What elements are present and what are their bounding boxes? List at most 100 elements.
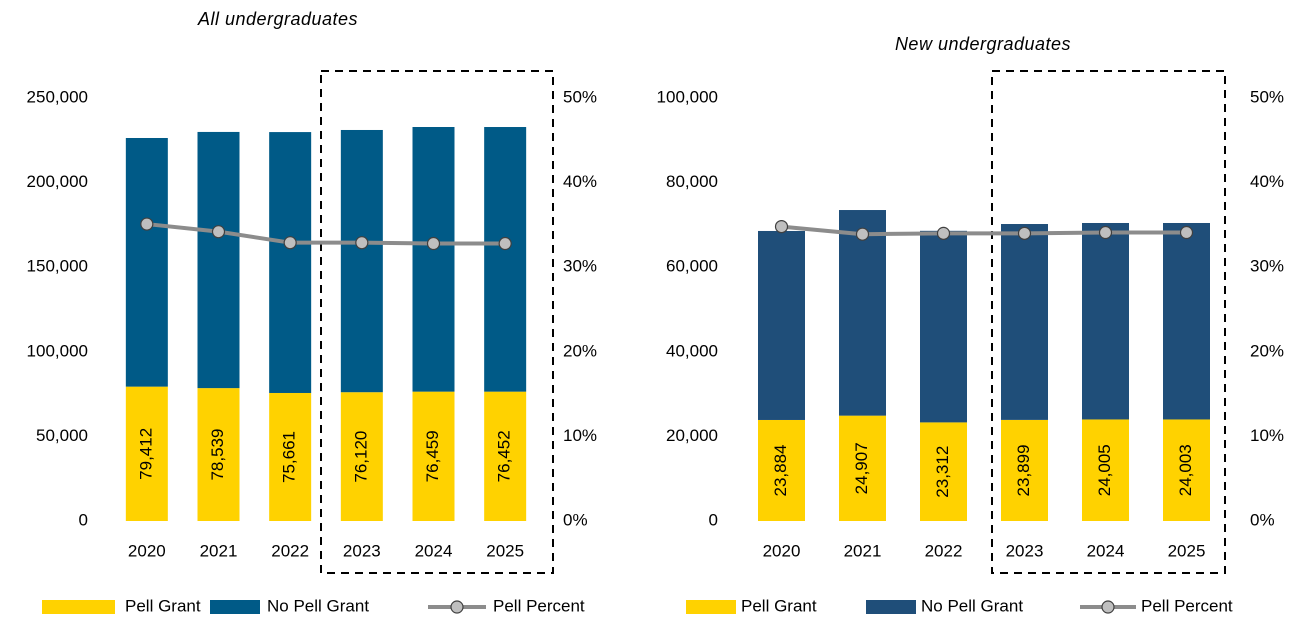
y2-tick-label: 40% bbox=[563, 172, 597, 191]
y-tick-label: 60,000 bbox=[666, 257, 718, 276]
legend-swatch bbox=[210, 600, 260, 614]
bar-segment bbox=[1082, 419, 1129, 521]
legend-swatch bbox=[866, 600, 916, 614]
bar-segment bbox=[340, 392, 383, 521]
x-tick-label: 2021 bbox=[844, 541, 882, 560]
line-marker bbox=[1179, 225, 1194, 240]
y-tick-label: 100,000 bbox=[27, 341, 88, 360]
legend-marker bbox=[1101, 600, 1115, 614]
forecast-box bbox=[991, 70, 1226, 574]
line-marker bbox=[498, 236, 512, 251]
y-tick-label: 80,000 bbox=[666, 172, 718, 191]
line-marker bbox=[1017, 226, 1032, 240]
data-label: 24,907 bbox=[852, 442, 871, 494]
x-tick-label: 2022 bbox=[271, 541, 309, 560]
bar-segment bbox=[1082, 222, 1129, 420]
legend-label: Pell Percent bbox=[493, 596, 585, 615]
y2-tick-label: 10% bbox=[1250, 426, 1284, 445]
bar-segment bbox=[1001, 224, 1048, 420]
data-label: 76,120 bbox=[351, 431, 370, 483]
bar-segment bbox=[269, 132, 312, 393]
line bbox=[146, 222, 506, 246]
bar-segment bbox=[839, 415, 886, 521]
data-label: 23,312 bbox=[933, 446, 952, 498]
line bbox=[781, 224, 1187, 237]
y-tick-label: 150,000 bbox=[27, 257, 88, 276]
bar-segment bbox=[1163, 222, 1210, 420]
data-label: 23,884 bbox=[771, 444, 790, 496]
data-label: 76,459 bbox=[423, 430, 442, 482]
legend-swatch bbox=[686, 600, 736, 614]
legend-swatch bbox=[42, 600, 115, 614]
line-marker bbox=[855, 227, 870, 241]
line-marker bbox=[355, 236, 369, 250]
bar-segment bbox=[920, 422, 967, 521]
bar-segment bbox=[340, 129, 383, 393]
line-marker bbox=[774, 219, 789, 234]
y-tick-label: 50,000 bbox=[36, 426, 88, 445]
data-label: 24,003 bbox=[1176, 444, 1195, 496]
data-label: 75,661 bbox=[280, 431, 299, 483]
subtitle: All undergraduates bbox=[197, 9, 358, 29]
line-marker bbox=[1098, 225, 1113, 240]
bar-segment bbox=[920, 230, 967, 423]
bar-segment bbox=[758, 419, 805, 521]
y2-tick-label: 0% bbox=[563, 510, 588, 529]
bar-segment bbox=[412, 127, 455, 392]
legend-label: Pell Percent bbox=[1141, 596, 1233, 615]
y-tick-label: 200,000 bbox=[27, 172, 88, 191]
y2-tick-label: 20% bbox=[1250, 341, 1284, 360]
x-tick-label: 2024 bbox=[415, 541, 453, 560]
y-tick-label: 20,000 bbox=[666, 426, 718, 445]
y-tick-label: 0 bbox=[709, 510, 718, 529]
legend-label: No Pell Grant bbox=[921, 596, 1023, 615]
y2-tick-label: 40% bbox=[1250, 172, 1284, 191]
line-marker bbox=[283, 236, 297, 250]
bar-segment bbox=[197, 131, 240, 389]
forecast-box bbox=[320, 70, 554, 574]
y2-tick-label: 30% bbox=[1250, 257, 1284, 276]
x-tick-label: 2023 bbox=[343, 541, 381, 560]
bar-segment bbox=[839, 210, 886, 416]
x-tick-label: 2022 bbox=[925, 541, 963, 560]
legend-label: Pell Grant bbox=[741, 596, 817, 615]
legend-label: No Pell Grant bbox=[267, 596, 369, 615]
line-marker bbox=[211, 225, 226, 239]
line-marker bbox=[426, 236, 441, 251]
y-tick-label: 100,000 bbox=[657, 87, 718, 106]
y2-tick-label: 20% bbox=[563, 341, 597, 360]
y-tick-label: 40,000 bbox=[666, 341, 718, 360]
data-label: 78,539 bbox=[208, 429, 227, 481]
bar-segment bbox=[269, 392, 312, 521]
y2-tick-label: 10% bbox=[563, 426, 597, 445]
bar-segment bbox=[125, 386, 168, 521]
x-tick-label: 2025 bbox=[1168, 541, 1206, 560]
x-tick-label: 2024 bbox=[1087, 541, 1125, 560]
bar-segment bbox=[758, 230, 805, 420]
line-marker bbox=[936, 226, 951, 240]
data-label: 79,412 bbox=[136, 428, 155, 480]
subtitle: New undergraduates bbox=[895, 34, 1071, 54]
y-tick-label: 0 bbox=[79, 510, 88, 529]
data-label: 24,005 bbox=[1095, 444, 1114, 496]
bar-segment bbox=[484, 127, 527, 392]
x-tick-label: 2021 bbox=[200, 541, 238, 560]
bar-segment bbox=[1163, 419, 1210, 521]
bar-segment bbox=[412, 391, 455, 521]
legend-label: Pell Grant bbox=[125, 596, 201, 615]
data-label: 76,452 bbox=[495, 430, 514, 482]
bar-segment bbox=[125, 137, 168, 387]
x-tick-label: 2020 bbox=[128, 541, 166, 560]
x-tick-label: 2025 bbox=[486, 541, 524, 560]
y2-tick-label: 30% bbox=[563, 257, 597, 276]
x-tick-label: 2023 bbox=[1006, 541, 1044, 560]
x-tick-label: 2020 bbox=[763, 541, 801, 560]
bar-segment bbox=[1001, 419, 1048, 521]
line-marker bbox=[140, 217, 154, 231]
legend-marker bbox=[450, 600, 464, 614]
y2-tick-label: 0% bbox=[1250, 510, 1275, 529]
y2-tick-label: 50% bbox=[1250, 87, 1284, 106]
bar-segment bbox=[197, 388, 240, 521]
data-label: 23,899 bbox=[1014, 444, 1033, 496]
